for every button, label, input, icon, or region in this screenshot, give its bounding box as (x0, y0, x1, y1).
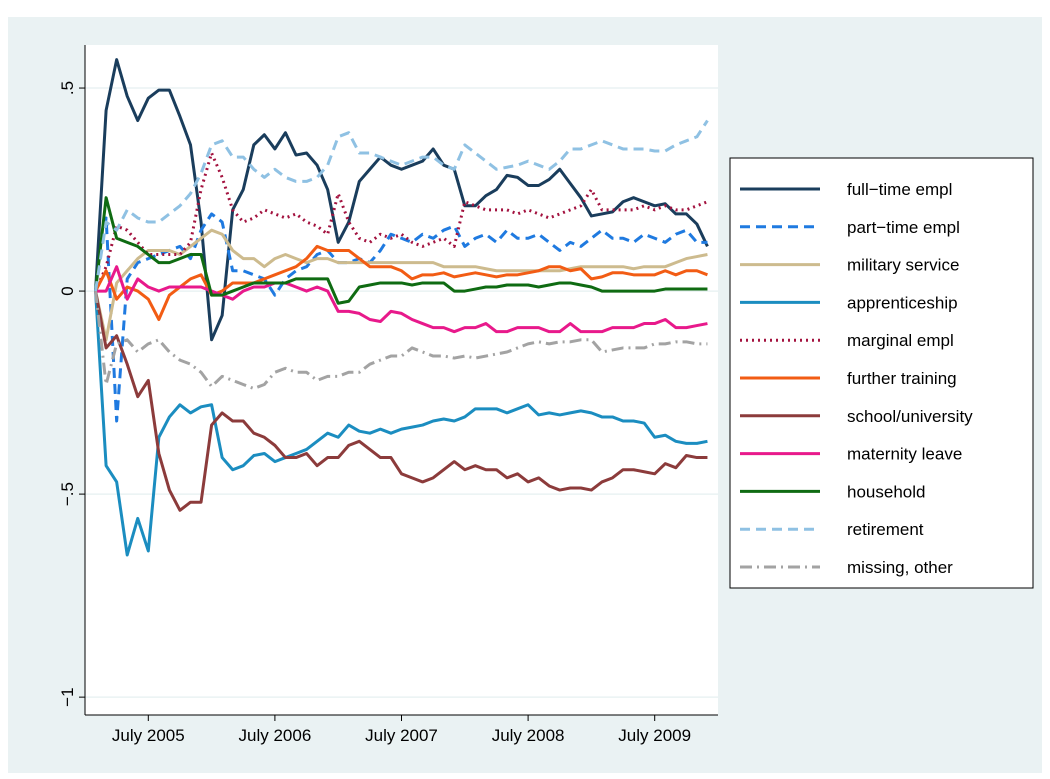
series-line (94, 244, 708, 321)
legend-label: part−time empl (847, 218, 960, 237)
series-line (94, 119, 709, 292)
legend-label: further training (847, 369, 957, 388)
series-line (94, 228, 708, 342)
series-line (94, 290, 708, 512)
x-tick-label: July 2008 (492, 726, 565, 745)
legend-label: maternity leave (847, 445, 962, 464)
x-tick-label: July 2006 (239, 726, 312, 745)
legend-box (729, 157, 1034, 589)
legend-label: full−time empl (847, 180, 952, 199)
x-tick-label: July 2009 (618, 726, 691, 745)
series-line (94, 58, 709, 342)
y-tick-label: 0 (58, 286, 77, 295)
plot-area (85, 45, 718, 715)
series-line (94, 290, 708, 557)
series-line (95, 265, 708, 334)
series-line (94, 290, 708, 391)
series-line (94, 196, 708, 305)
legend-label: apprenticeship (847, 293, 958, 312)
legend-label: school/university (847, 407, 973, 426)
legend-label: missing, other (847, 558, 953, 577)
x-tick-label: July 2007 (365, 726, 438, 745)
legend-label: retirement (847, 520, 924, 539)
y-tick-label: .5 (58, 81, 77, 95)
y-tick-label: −1 (58, 687, 77, 706)
y-tick-label: −.5 (58, 482, 77, 506)
legend-label: military service (847, 256, 959, 275)
legend-label: marginal empl (847, 331, 954, 350)
legend-label: household (847, 482, 925, 501)
x-tick-label: July 2005 (112, 726, 185, 745)
